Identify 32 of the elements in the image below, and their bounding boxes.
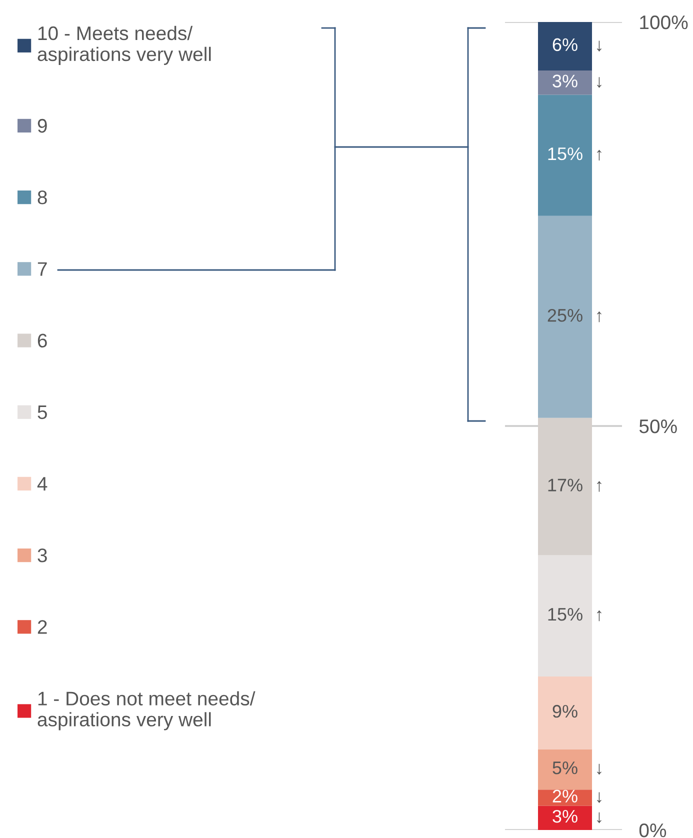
legend-label: 9 xyxy=(38,118,47,133)
legend-label: 3 xyxy=(38,548,47,562)
y-tick-label: 50% xyxy=(639,419,677,434)
data-label: 15% ↑ xyxy=(548,147,602,161)
data-label: 17% ↑ xyxy=(548,478,602,492)
data-label: 9% xyxy=(552,704,578,718)
data-label: 3% ↓ xyxy=(552,74,602,88)
legend-label: 10 - Meets needs/ aspirations very well xyxy=(38,26,211,65)
data-label: 2% ↓ xyxy=(552,790,602,803)
legend-label: 7 xyxy=(38,262,47,276)
legend-label: 4 xyxy=(37,477,48,491)
data-label: 3% ↓ xyxy=(552,810,602,824)
legend-label: 5 xyxy=(38,406,47,420)
legend-label: 8 xyxy=(38,190,47,204)
data-label: 6% ↓ xyxy=(552,38,602,52)
bar xyxy=(538,806,592,830)
bar xyxy=(538,555,592,676)
legend-label: 6 xyxy=(38,334,47,348)
legend-label: 2 xyxy=(38,620,47,634)
bar xyxy=(538,70,592,95)
data-label: 5% ↓ xyxy=(552,762,602,775)
data-label: 15% ↑ xyxy=(548,608,602,622)
legend-label: 1 - Does not meet needs/ aspirations very well xyxy=(38,691,256,730)
bar xyxy=(538,216,592,418)
bar xyxy=(538,790,592,806)
bar xyxy=(538,94,592,216)
bar xyxy=(538,22,592,70)
bar xyxy=(538,676,592,750)
y-tick-label: 0% xyxy=(639,823,666,838)
data-label: 25% ↑ xyxy=(548,308,602,322)
bar xyxy=(538,749,592,790)
y-tick-label: 100% xyxy=(640,15,688,30)
